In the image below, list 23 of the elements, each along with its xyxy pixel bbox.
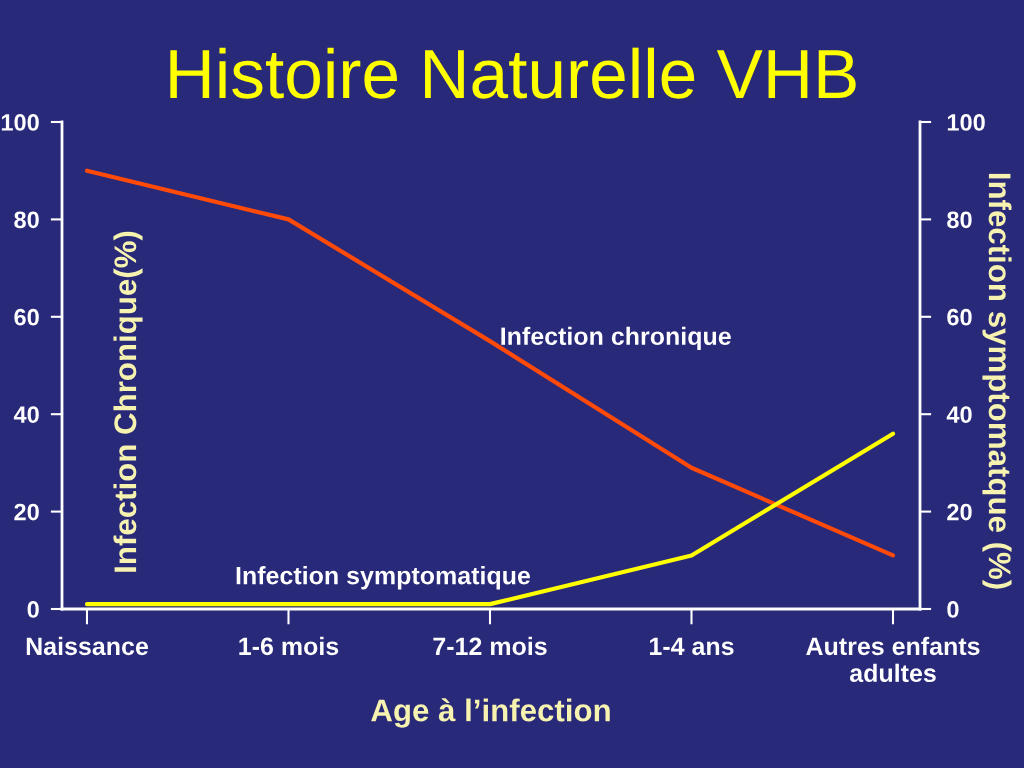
y-tick-label: 100 (1, 114, 39, 131)
y-tick-label: 40 (13, 406, 39, 423)
x-tick-label: Autres enfants adultes (806, 636, 980, 683)
series-label: Infection chronique (501, 326, 731, 351)
x-tick-label: 1-4 ans (650, 637, 734, 656)
y-tick-label: 60 (14, 308, 39, 326)
chart-title: Histoire Naturelle VHB (170, 47, 856, 99)
y-tick-label: 80 (14, 211, 39, 229)
x-tick-label: 1-6 mois (239, 636, 339, 656)
y2-tick-label: 100 (947, 114, 985, 131)
y-tick-label: 20 (14, 503, 39, 521)
series-label: Infection symptomatique (236, 566, 531, 590)
y2-tick-label: 20 (947, 503, 972, 521)
y-axis-title: Infection Chronique(%) (113, 231, 143, 572)
y2-tick-label: 80 (947, 211, 972, 229)
x-tick-label: Naissance (26, 636, 148, 656)
y2-tick-label: 60 (947, 308, 972, 326)
x-tick-label: 7-12 mois (433, 636, 547, 656)
y2-tick-label: 40 (946, 406, 972, 423)
x-axis-title: Age à l’infection (371, 698, 610, 728)
y2-axis-title: Infection symptomatque (%) (982, 173, 1012, 589)
y2-tick-label: 0 (947, 601, 959, 618)
y-tick-label: 0 (27, 601, 39, 618)
